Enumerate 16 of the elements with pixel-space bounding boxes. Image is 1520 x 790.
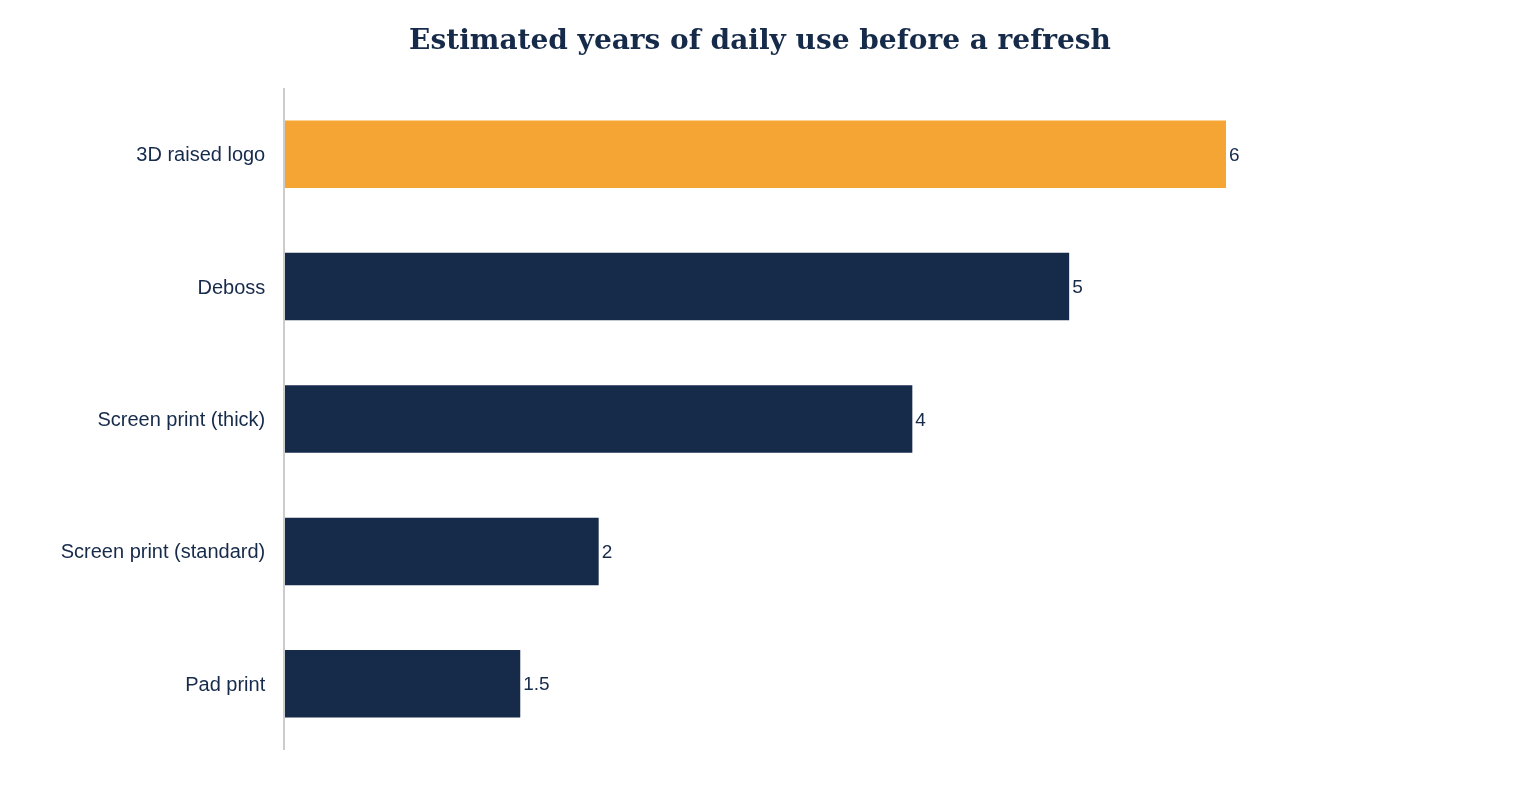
data-label: 5 (1072, 276, 1083, 298)
chart-title: Estimated years of daily use before a refresh (409, 23, 1111, 57)
bar (285, 650, 521, 718)
bar (285, 517, 599, 586)
data-label: 4 (915, 408, 927, 430)
y-tick-label: Screen print (standard) (60, 540, 266, 563)
y-tick-label: 3D raised logo (136, 143, 266, 166)
data-label: 2 (601, 540, 613, 562)
data-label: 1.5 (523, 673, 550, 695)
bar (285, 120, 1226, 188)
y-tick-label: Pad print (185, 672, 266, 695)
bar (285, 385, 913, 453)
data-label: 6 (1229, 143, 1240, 165)
y-tick-label: Deboss (197, 275, 266, 298)
bar (285, 252, 1070, 321)
y-tick-label: Screen print (thick) (97, 408, 266, 430)
